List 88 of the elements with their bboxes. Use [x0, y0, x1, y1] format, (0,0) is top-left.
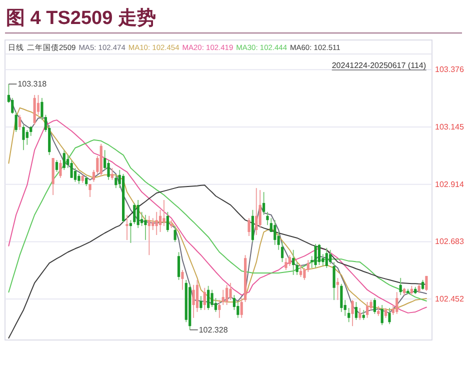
candlestick — [396, 292, 398, 314]
candlestick — [292, 249, 295, 276]
candlestick — [114, 174, 118, 189]
candlestick — [340, 283, 343, 312]
candlestick — [377, 305, 380, 316]
line-series — [8, 184, 427, 339]
candlestick — [18, 114, 22, 130]
candlestick — [62, 150, 66, 170]
candlestick — [129, 220, 132, 244]
candlestick — [110, 167, 114, 180]
candlestick — [229, 282, 232, 301]
candlestick — [200, 296, 202, 310]
candlestick — [332, 262, 336, 301]
candlestick — [78, 173, 80, 184]
candlestick — [388, 307, 391, 325]
y-tick-label: 102.452 — [435, 294, 464, 304]
candlestick — [26, 129, 28, 146]
y-tick-label: 102.683 — [435, 237, 464, 246]
candlestick — [148, 215, 150, 256]
candlestick — [196, 279, 199, 312]
candlestick — [380, 304, 384, 326]
candlestick — [358, 307, 362, 320]
y-tick-label: 103.145 — [435, 122, 464, 132]
candlestick — [299, 264, 302, 278]
candlestick — [318, 243, 321, 266]
candlestick — [218, 300, 221, 318]
candlestick — [162, 199, 166, 227]
candlestick — [155, 211, 158, 236]
candlestick — [262, 192, 266, 216]
candlestick — [55, 160, 58, 172]
candlestick — [314, 243, 317, 269]
candlestick — [192, 284, 195, 318]
candlestick — [384, 307, 388, 318]
candlestick — [30, 126, 32, 136]
candlestick — [421, 279, 424, 290]
annotation: 102.328 — [198, 325, 228, 334]
candlestick — [22, 124, 25, 151]
candlestick — [174, 226, 176, 242]
candlestick — [177, 252, 180, 280]
candlestick — [329, 249, 332, 265]
candlestick — [354, 302, 358, 320]
candlestick — [258, 190, 262, 229]
candlestick — [166, 211, 169, 233]
candlestick — [203, 287, 206, 310]
candlestick — [207, 285, 210, 310]
candlestick — [418, 283, 420, 294]
candlestick — [133, 202, 136, 225]
line-series — [8, 139, 427, 302]
candlestick — [11, 97, 14, 114]
candlestick — [85, 175, 88, 187]
candlestick — [274, 220, 276, 246]
candlestick — [351, 300, 354, 327]
candlestick — [222, 289, 224, 306]
candlestick — [325, 247, 328, 269]
candlestick — [366, 302, 369, 318]
candlestick — [373, 298, 376, 314]
candlestick — [92, 169, 96, 182]
candlestick — [425, 275, 428, 292]
y-tick-label: 103.376 — [435, 65, 464, 74]
candlestick — [280, 241, 284, 263]
y-tick-label: 102.914 — [435, 180, 464, 189]
annotation: 103.318 — [18, 80, 48, 89]
candlestick — [136, 199, 140, 229]
candlestick — [336, 277, 340, 301]
candlestick — [296, 262, 298, 276]
candlestick — [399, 277, 402, 296]
candlestick — [255, 188, 258, 236]
candlestick — [362, 309, 365, 320]
candlestick — [236, 302, 240, 318]
annotation: 20241224-20250617 (114) — [332, 61, 426, 70]
candlestick — [126, 214, 128, 240]
chart-title: 图 4 TS2509 走势 — [6, 7, 156, 29]
candlestick — [144, 214, 147, 240]
candlestick — [14, 111, 18, 132]
candlestick — [410, 285, 413, 296]
candlestick — [226, 284, 228, 306]
candlestick — [284, 258, 288, 270]
candlestick — [74, 167, 77, 182]
candlestick — [152, 218, 154, 231]
candlestick — [288, 254, 291, 267]
candlestick — [266, 211, 269, 226]
candlestick — [248, 218, 250, 236]
candlestick — [158, 209, 162, 233]
candlestick — [181, 269, 184, 290]
candlestick — [59, 160, 62, 178]
candlestick — [240, 298, 243, 318]
candlestick — [348, 307, 350, 323]
candlestick — [88, 184, 92, 198]
